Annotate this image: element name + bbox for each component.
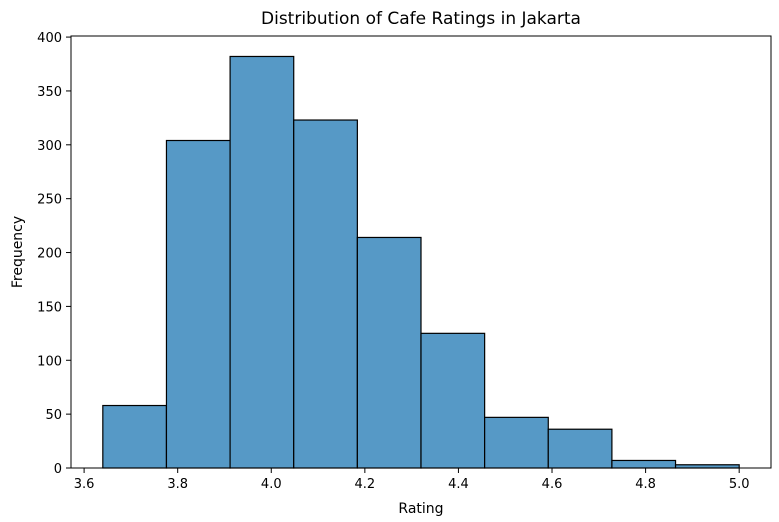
y-tick-label: 150 <box>37 300 62 315</box>
histogram-bar <box>165 139 231 469</box>
x-tick-label: 4.6 <box>542 477 563 492</box>
histogram-bar <box>611 459 677 469</box>
x-tick-label: 4.8 <box>635 477 656 492</box>
plot-frame <box>70 35 772 469</box>
histogram-bar <box>484 416 549 469</box>
y-axis-label: Frequency <box>10 216 26 288</box>
x-axis-ticks: 3.6 3.8 4.0 4.2 4.4 4.6 4.8 5.0 <box>74 468 750 492</box>
x-axis-label: Rating <box>398 501 443 517</box>
x-tick-label: 4.4 <box>448 477 469 492</box>
histogram-bar <box>356 236 422 469</box>
y-tick-label: 0 <box>54 462 62 477</box>
x-tick-label: 3.8 <box>167 477 188 492</box>
x-tick-label: 3.6 <box>74 477 95 492</box>
histogram-bar <box>293 119 358 469</box>
histogram-bar <box>420 332 486 469</box>
y-tick-label: 350 <box>37 85 62 100</box>
y-tick-label: 100 <box>37 354 62 369</box>
y-tick-label: 250 <box>37 193 62 208</box>
bars-group <box>102 55 740 469</box>
y-tick-label: 50 <box>45 408 62 423</box>
histogram-bar <box>102 404 168 469</box>
chart-title: Distribution of Cafe Ratings in Jakarta <box>261 9 581 29</box>
histogram-bar <box>229 55 295 469</box>
y-tick-label: 300 <box>37 139 62 154</box>
y-axis-ticks: 0 50 100 150 200 250 300 350 400 <box>37 31 71 477</box>
y-tick-label: 200 <box>37 247 62 262</box>
x-tick-label: 4.0 <box>261 477 282 492</box>
x-tick-label: 4.2 <box>355 477 376 492</box>
x-tick-label: 5.0 <box>729 477 750 492</box>
y-tick-label: 400 <box>37 31 62 46</box>
histogram-bar <box>547 428 613 469</box>
